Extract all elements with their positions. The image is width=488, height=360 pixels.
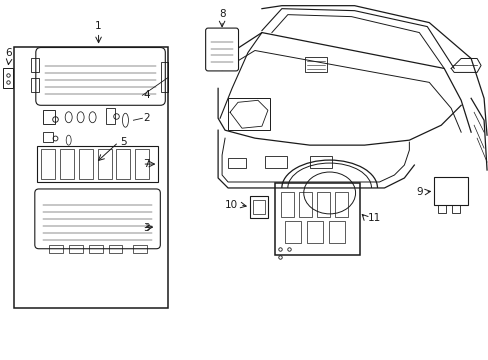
- Bar: [328, 221, 344, 243]
- Text: 11: 11: [367, 213, 380, 223]
- Bar: [88, 245, 102, 253]
- Bar: [280, 192, 293, 217]
- Bar: [304, 58, 326, 72]
- Bar: [309, 156, 331, 168]
- Bar: [437, 205, 446, 213]
- FancyBboxPatch shape: [35, 189, 160, 249]
- Bar: [108, 245, 122, 253]
- Bar: [105, 108, 115, 124]
- Bar: [227, 158, 245, 168]
- Bar: [274, 183, 359, 255]
- Bar: [334, 192, 347, 217]
- Text: 2: 2: [143, 113, 150, 123]
- Bar: [31, 78, 39, 92]
- FancyBboxPatch shape: [205, 28, 238, 71]
- Bar: [42, 132, 53, 142]
- Text: 3: 3: [143, 223, 150, 233]
- Bar: [285, 221, 300, 243]
- Bar: [49, 245, 62, 253]
- Bar: [60, 149, 74, 179]
- Text: 8: 8: [218, 9, 225, 19]
- Bar: [116, 149, 130, 179]
- Text: 1: 1: [95, 21, 102, 31]
- Bar: [31, 58, 39, 72]
- Bar: [264, 156, 286, 168]
- Text: 9: 9: [416, 187, 423, 197]
- Text: 6: 6: [5, 49, 12, 58]
- Bar: [135, 149, 149, 179]
- Bar: [252, 200, 264, 214]
- Text: 7: 7: [143, 159, 150, 169]
- Bar: [161, 62, 168, 92]
- FancyBboxPatch shape: [36, 48, 165, 105]
- Text: 5: 5: [120, 137, 127, 147]
- Bar: [79, 149, 92, 179]
- Bar: [98, 149, 111, 179]
- Bar: [249, 196, 267, 218]
- Bar: [68, 245, 82, 253]
- Bar: [298, 192, 311, 217]
- Bar: [41, 149, 55, 179]
- Bar: [433, 177, 467, 205]
- Bar: [42, 110, 55, 124]
- Bar: [14, 46, 168, 307]
- Bar: [133, 245, 147, 253]
- Bar: [316, 192, 329, 217]
- Bar: [451, 205, 459, 213]
- Text: 10: 10: [224, 200, 238, 210]
- Text: 4: 4: [143, 90, 150, 100]
- Bar: [37, 146, 158, 182]
- Bar: [306, 221, 322, 243]
- Bar: [227, 98, 269, 130]
- Bar: [3, 68, 13, 88]
